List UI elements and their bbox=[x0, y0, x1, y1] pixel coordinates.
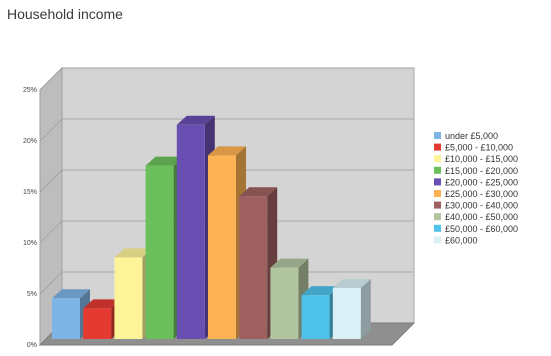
legend-item: £60,000 bbox=[434, 235, 478, 245]
bar bbox=[145, 156, 184, 339]
y-tick-label: 20% bbox=[23, 138, 37, 145]
gridlines bbox=[39, 67, 414, 295]
legend-item: £20,000 - £25,000 bbox=[434, 177, 518, 187]
bar-front bbox=[332, 288, 361, 339]
legend-swatch bbox=[434, 236, 441, 244]
bar-front bbox=[239, 196, 268, 339]
legend-swatch bbox=[434, 143, 441, 151]
bar-top bbox=[208, 146, 246, 156]
legend-label: £25,000 - £30,000 bbox=[445, 189, 518, 199]
legend-item: £15,000 - £20,000 bbox=[434, 166, 518, 176]
legend: under £5,000 £5,000 - £10,000£10,000 - £1… bbox=[434, 131, 518, 245]
chart-title: Household income bbox=[7, 6, 123, 22]
legend-label: £10,000 - £15,000 bbox=[445, 154, 518, 164]
y-axis-ticks: 0% 5% 10% 15% 20% 25% bbox=[23, 87, 37, 349]
y-tick-label: 25% bbox=[23, 87, 37, 94]
legend-label: £40,000 - £50,000 bbox=[445, 212, 518, 222]
legend-swatch bbox=[434, 224, 441, 232]
y-tick-label: 5% bbox=[27, 291, 37, 298]
bar-top bbox=[270, 258, 309, 268]
legend-swatch bbox=[434, 166, 441, 174]
y-tick-label: 10% bbox=[23, 240, 37, 247]
legend-item: £50,000 - £60,000 bbox=[434, 224, 518, 234]
gridline bbox=[39, 67, 414, 91]
legend-item: under £5,000 bbox=[434, 131, 498, 141]
legend-item: £10,000 - £15,000 bbox=[434, 154, 518, 164]
bar-front bbox=[114, 257, 143, 339]
bar-front bbox=[208, 155, 236, 339]
legend-item: £30,000 - £40,000 bbox=[434, 201, 518, 211]
bar-front bbox=[145, 165, 174, 339]
bar-top bbox=[83, 299, 122, 309]
bar-top bbox=[332, 279, 371, 288]
bar-front bbox=[270, 267, 299, 339]
bar-front bbox=[52, 298, 80, 339]
bar-top bbox=[301, 286, 340, 296]
legend-swatch bbox=[434, 190, 441, 197]
bar-top bbox=[239, 187, 278, 197]
bar bbox=[332, 279, 371, 339]
bars bbox=[52, 115, 371, 339]
y-tick-label: 0% bbox=[27, 342, 37, 349]
legend-label: £60,000 bbox=[445, 235, 478, 245]
bar-front bbox=[176, 124, 205, 339]
gridline bbox=[39, 220, 414, 244]
bar-front bbox=[83, 308, 112, 339]
legend-label: £50,000 - £60,000 bbox=[445, 224, 518, 234]
legend-swatch bbox=[434, 155, 441, 163]
bar-top bbox=[145, 156, 184, 166]
legend-label: under £5,000 bbox=[445, 131, 498, 141]
legend-item: £25,000 - £30,000 bbox=[434, 189, 518, 199]
bar-top bbox=[176, 115, 215, 125]
bar-top bbox=[114, 248, 153, 258]
gridline bbox=[39, 169, 414, 193]
bar-side bbox=[360, 279, 371, 339]
gridline bbox=[39, 118, 414, 142]
y-tick-label: 15% bbox=[23, 189, 37, 196]
legend-swatch bbox=[434, 201, 441, 209]
bar-front bbox=[301, 295, 330, 339]
legend-swatch bbox=[434, 213, 441, 221]
legend-label: £20,000 - £25,000 bbox=[445, 177, 518, 187]
legend-label: £30,000 - £40,000 bbox=[445, 201, 518, 211]
legend-label: £5,000 - £10,000 bbox=[445, 143, 513, 153]
legend-swatch bbox=[434, 132, 441, 139]
legend-swatch bbox=[434, 178, 441, 186]
bar-top bbox=[52, 289, 90, 299]
legend-label: £15,000 - £20,000 bbox=[445, 166, 518, 176]
legend-item: £40,000 - £50,000 bbox=[434, 212, 518, 222]
legend-item: £5,000 - £10,000 bbox=[434, 143, 513, 153]
